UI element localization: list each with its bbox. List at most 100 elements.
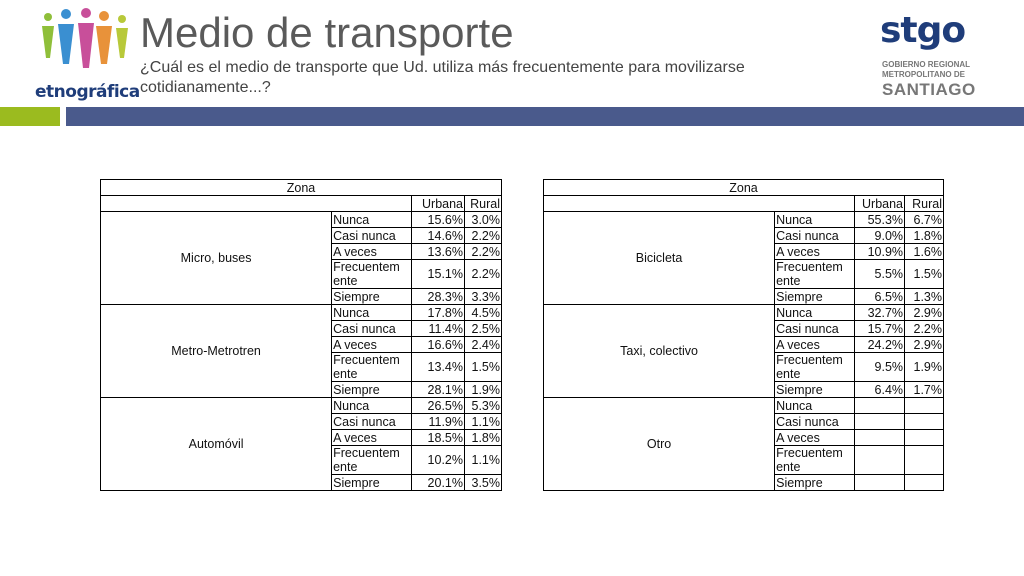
table-row: Frecuentem ente 9.5% 1.9% <box>544 352 944 382</box>
table-row: Siempre 20.1% 3.5% <box>101 474 502 491</box>
value-urbana: 28.3% <box>411 288 465 305</box>
table-row: Casi nunca 15.7% 2.2% <box>544 320 944 337</box>
table-row: A veces 16.6% 2.4% <box>101 336 502 353</box>
zona-header: Zona <box>100 179 502 196</box>
value-urbana: 13.6% <box>411 243 465 260</box>
zona-header-row: Zona <box>100 179 502 196</box>
row-category: A veces <box>331 336 413 353</box>
value-rural: 2.4% <box>464 336 502 353</box>
value-rural: 2.2% <box>904 320 944 337</box>
value-urbana: 13.4% <box>411 352 465 382</box>
row-category: Frecuentem ente <box>331 259 413 289</box>
value-rural <box>904 429 944 446</box>
row-category: Nunca <box>774 211 856 228</box>
group-label: Otro <box>542 397 776 491</box>
row-category: Frecuentem ente <box>774 259 856 289</box>
etnografica-logo-text: etnográfica <box>35 82 140 102</box>
value-rural: 4.5% <box>464 304 502 321</box>
table-row: Frecuentem ente 5.5% 1.5% <box>544 259 944 289</box>
value-rural: 2.2% <box>464 259 502 289</box>
value-rural: 1.1% <box>464 445 502 475</box>
row-category: Frecuentem ente <box>774 352 856 382</box>
value-rural <box>904 474 944 491</box>
value-rural: 3.3% <box>464 288 502 305</box>
value-urbana: 18.5% <box>411 429 465 446</box>
value-rural: 2.9% <box>904 336 944 353</box>
row-category: Casi nunca <box>331 227 413 244</box>
group-label: Metro-Metrotren <box>99 304 333 398</box>
table-left: Zona Urbana Rural Micro, buses Nunca 15.6% 3.0… <box>99 179 502 491</box>
value-urbana: 10.2% <box>411 445 465 475</box>
people-figures-icon <box>42 8 128 68</box>
column-header-row: Urbana Rural <box>542 195 944 212</box>
row-category: Nunca <box>774 304 856 321</box>
stgo-logo: stgo GOBIERNO REGIONAL METROPOLITANO DE … <box>878 10 978 100</box>
row-category: A veces <box>331 429 413 446</box>
col-header-rural: Rural <box>464 195 502 212</box>
col-header-urbana: Urbana <box>411 195 465 212</box>
table-row: Siempre 28.3% 3.3% <box>101 288 502 305</box>
value-rural: 1.8% <box>904 227 944 244</box>
value-urbana: 10.9% <box>854 243 906 260</box>
row-category: Siempre <box>331 381 413 398</box>
header-band-green <box>0 107 60 126</box>
row-category: A veces <box>331 243 413 260</box>
row-category: A veces <box>774 243 856 260</box>
group-label: Bicicleta <box>542 211 776 305</box>
row-category: Nunca <box>774 397 856 414</box>
row-category: Nunca <box>331 304 413 321</box>
row-category: Frecuentem ente <box>331 445 413 475</box>
value-urbana: 17.8% <box>411 304 465 321</box>
column-header-row: Urbana Rural <box>99 195 502 212</box>
value-rural: 2.9% <box>904 304 944 321</box>
value-rural: 1.3% <box>904 288 944 305</box>
value-urbana: 15.6% <box>411 211 465 228</box>
table-row: A veces 13.6% 2.2% <box>101 243 502 260</box>
value-urbana: 11.4% <box>411 320 465 337</box>
blank-header <box>99 195 413 212</box>
col-header-rural: Rural <box>904 195 944 212</box>
value-urbana: 9.0% <box>854 227 906 244</box>
table-row: Automóvil Nunca 26.5% 5.3% <box>99 397 502 491</box>
row-category: Siempre <box>774 381 856 398</box>
row-category: Frecuentem ente <box>331 352 413 382</box>
table-row: Casi nunca <box>544 413 944 430</box>
row-category: Siempre <box>331 288 413 305</box>
value-urbana: 9.5% <box>854 352 906 382</box>
value-urbana <box>854 474 906 491</box>
value-urbana: 5.5% <box>854 259 906 289</box>
value-urbana <box>854 397 906 414</box>
row-category: Nunca <box>331 397 413 414</box>
value-rural: 3.5% <box>464 474 502 491</box>
value-rural: 1.5% <box>904 259 944 289</box>
group-label: Micro, buses <box>99 211 333 305</box>
row-category: Casi nunca <box>331 413 413 430</box>
table-row: A veces <box>544 429 944 446</box>
stgo-logo-text: stgo <box>880 10 966 51</box>
value-rural: 1.7% <box>904 381 944 398</box>
row-category: Casi nunca <box>774 227 856 244</box>
table-row: A veces 18.5% 1.8% <box>101 429 502 446</box>
page-title: Medio de transporte <box>140 9 514 56</box>
row-category: A veces <box>774 429 856 446</box>
value-rural: 6.7% <box>904 211 944 228</box>
group-label: Taxi, colectivo <box>542 304 776 398</box>
row-category: A veces <box>774 336 856 353</box>
value-urbana: 6.5% <box>854 288 906 305</box>
value-rural <box>904 397 944 414</box>
value-rural: 2.5% <box>464 320 502 337</box>
value-rural: 2.2% <box>464 227 502 244</box>
row-category: Siempre <box>774 288 856 305</box>
value-urbana <box>854 445 906 475</box>
row-category: Siempre <box>774 474 856 491</box>
col-header-urbana: Urbana <box>854 195 906 212</box>
table-row: Frecuentem ente 13.4% 1.5% <box>101 352 502 382</box>
stgo-logo-line1: GOBIERNO REGIONAL <box>882 60 971 69</box>
header-band-blue <box>66 107 1024 126</box>
value-urbana: 55.3% <box>854 211 906 228</box>
row-category: Nunca <box>331 211 413 228</box>
value-urbana: 32.7% <box>854 304 906 321</box>
stgo-logo-line3: SANTIAGO <box>882 80 976 99</box>
value-urbana: 20.1% <box>411 474 465 491</box>
value-rural: 2.2% <box>464 243 502 260</box>
